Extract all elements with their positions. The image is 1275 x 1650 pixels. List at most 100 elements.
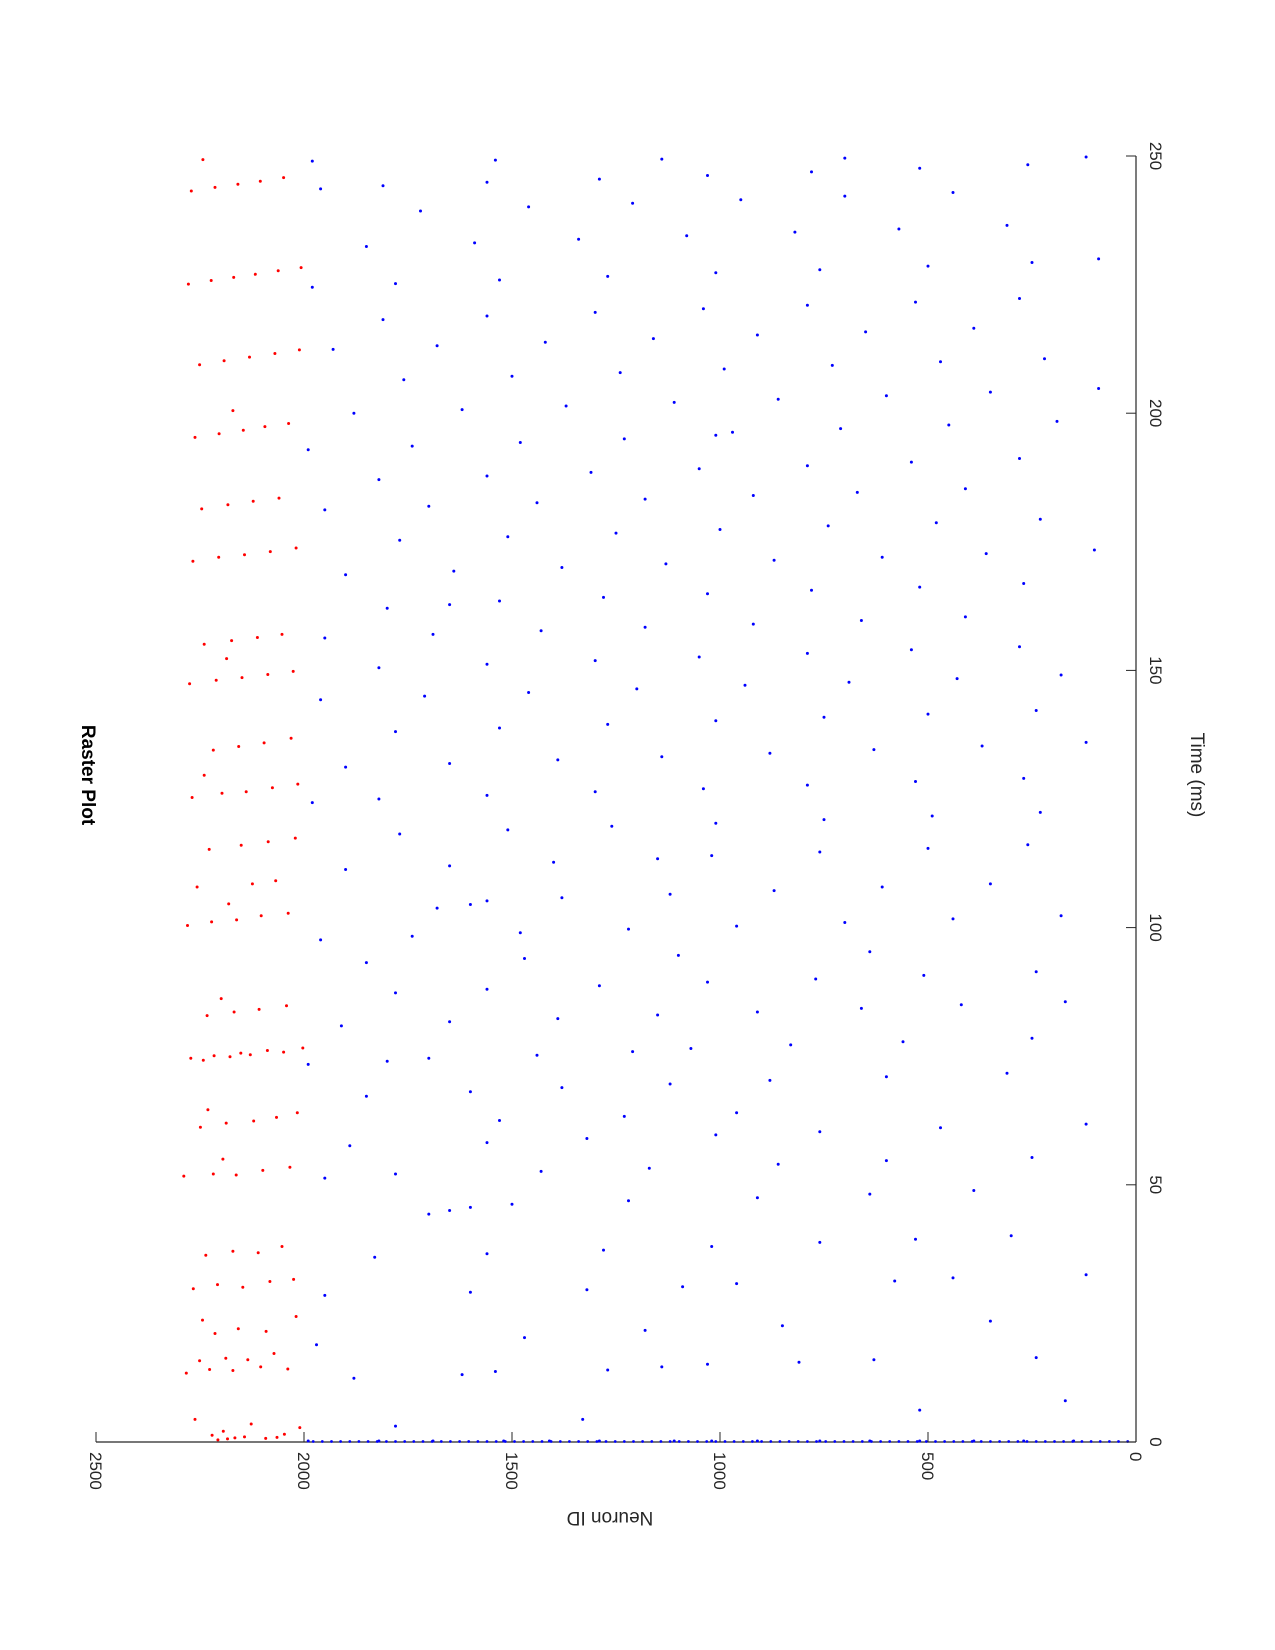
time-tick-label: 50 xyxy=(1146,1175,1165,1194)
spike-point xyxy=(1018,457,1021,460)
spike-point xyxy=(705,1440,709,1443)
spike-point xyxy=(460,1373,464,1377)
spike-point xyxy=(264,1436,268,1440)
spike-point xyxy=(947,423,951,427)
spike-point xyxy=(961,1440,965,1443)
spike-point xyxy=(193,1417,197,1421)
spike-point xyxy=(833,1440,837,1443)
spike-point xyxy=(656,857,660,861)
spike-point xyxy=(467,1440,471,1443)
spike-point xyxy=(585,1137,589,1140)
spike-point xyxy=(872,748,876,752)
spike-point xyxy=(205,1014,209,1018)
spike-point xyxy=(206,1108,210,1112)
spike-point xyxy=(870,1440,873,1443)
spike-point xyxy=(1063,1000,1067,1004)
spike-point xyxy=(240,676,244,680)
spike-point xyxy=(257,1007,261,1011)
spike-point xyxy=(951,191,955,194)
spike-point xyxy=(310,159,314,163)
spike-point xyxy=(348,1144,352,1148)
spike-point xyxy=(299,266,303,270)
spike-point xyxy=(212,1054,216,1058)
spike-point xyxy=(485,180,489,184)
spike-point xyxy=(685,234,689,238)
spike-point xyxy=(306,1062,310,1066)
spike-point xyxy=(1022,1439,1026,1443)
spike-point xyxy=(701,307,705,311)
spike-point xyxy=(435,906,439,910)
spike-point xyxy=(810,170,813,174)
spike-point xyxy=(233,1436,237,1440)
neuron-tick-label: 500 xyxy=(918,1452,937,1480)
spike-point xyxy=(241,428,245,432)
spike-point xyxy=(381,184,385,188)
spike-point xyxy=(568,1440,571,1443)
spike-point xyxy=(286,911,290,915)
spike-point xyxy=(755,1439,759,1443)
spike-point xyxy=(259,914,263,918)
spike-point xyxy=(272,1352,276,1355)
spike-point xyxy=(226,503,230,507)
spike-point xyxy=(1043,1440,1047,1443)
spike-point xyxy=(224,1121,228,1125)
spike-point xyxy=(851,1440,855,1443)
spike-point xyxy=(266,673,270,676)
spike-point xyxy=(241,1285,245,1289)
spike-point xyxy=(421,1440,425,1443)
spike-point xyxy=(301,1046,305,1050)
spike-point xyxy=(597,1439,601,1443)
spike-point xyxy=(195,885,199,889)
spike-point xyxy=(772,558,776,562)
spike-point xyxy=(485,899,489,903)
spike-point xyxy=(915,1440,919,1443)
spike-point xyxy=(448,603,452,607)
spike-point xyxy=(398,832,402,836)
spike-point xyxy=(914,1237,917,1241)
spike-point xyxy=(398,538,402,542)
spike-point xyxy=(934,1440,937,1443)
spike-point xyxy=(631,1050,635,1054)
spike-point xyxy=(535,501,539,505)
spike-point xyxy=(485,474,489,478)
spike-point xyxy=(306,448,310,452)
spike-point xyxy=(419,209,422,213)
spike-point xyxy=(448,864,452,868)
spike-point xyxy=(914,300,917,304)
spike-point xyxy=(689,1047,693,1050)
spike-point xyxy=(1062,1440,1065,1443)
spike-point xyxy=(213,185,217,189)
spike-point xyxy=(926,264,930,268)
spike-point xyxy=(972,326,976,330)
spike-point xyxy=(1016,1440,1020,1443)
neuron-tick-label: 2000 xyxy=(294,1452,313,1490)
spike-point xyxy=(202,773,206,777)
spike-point xyxy=(660,1365,664,1369)
spike-point xyxy=(880,885,884,889)
spike-point xyxy=(1097,257,1101,261)
spike-point xyxy=(295,1111,299,1115)
spike-point xyxy=(710,1439,714,1443)
spike-point xyxy=(373,1255,377,1259)
spike-point xyxy=(231,1369,235,1372)
spike-point xyxy=(843,194,847,198)
spike-point xyxy=(1034,1440,1038,1443)
spike-point xyxy=(1026,163,1030,167)
spike-point xyxy=(918,166,922,170)
spike-point xyxy=(298,1426,302,1430)
spike-point xyxy=(213,1332,217,1335)
spike-point xyxy=(772,889,776,893)
spike-point xyxy=(723,1440,727,1443)
spike-point xyxy=(901,1040,905,1044)
spike-point xyxy=(606,1368,610,1372)
spike-point xyxy=(513,1440,516,1443)
spike-point xyxy=(485,793,489,797)
spike-point xyxy=(581,1417,585,1421)
spike-point xyxy=(232,1010,236,1014)
spike-point xyxy=(186,924,189,927)
spike-point xyxy=(755,333,759,337)
spike-point xyxy=(641,1440,644,1443)
spike-point xyxy=(292,1277,296,1281)
spike-point xyxy=(319,698,323,702)
spike-point xyxy=(201,1058,205,1062)
